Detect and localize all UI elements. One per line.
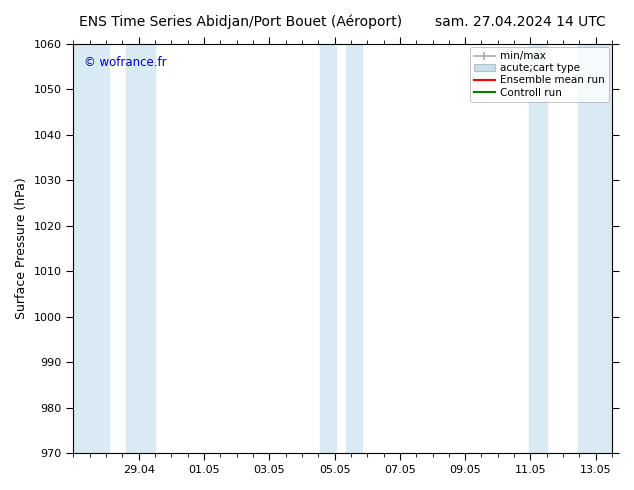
Bar — [346, 44, 363, 453]
Text: sam. 27.04.2024 14 UTC: sam. 27.04.2024 14 UTC — [434, 15, 605, 29]
Bar — [74, 44, 110, 453]
Text: © wofrance.fr: © wofrance.fr — [84, 56, 167, 69]
Bar — [126, 44, 155, 453]
Text: ENS Time Series Abidjan/Port Bouet (Aéroport): ENS Time Series Abidjan/Port Bouet (Aéro… — [79, 15, 403, 29]
Bar — [320, 44, 336, 453]
Bar — [578, 44, 612, 453]
Legend: min/max, acute;cart type, Ensemble mean run, Controll run: min/max, acute;cart type, Ensemble mean … — [470, 47, 609, 102]
Bar — [529, 44, 547, 453]
Y-axis label: Surface Pressure (hPa): Surface Pressure (hPa) — [15, 178, 28, 319]
